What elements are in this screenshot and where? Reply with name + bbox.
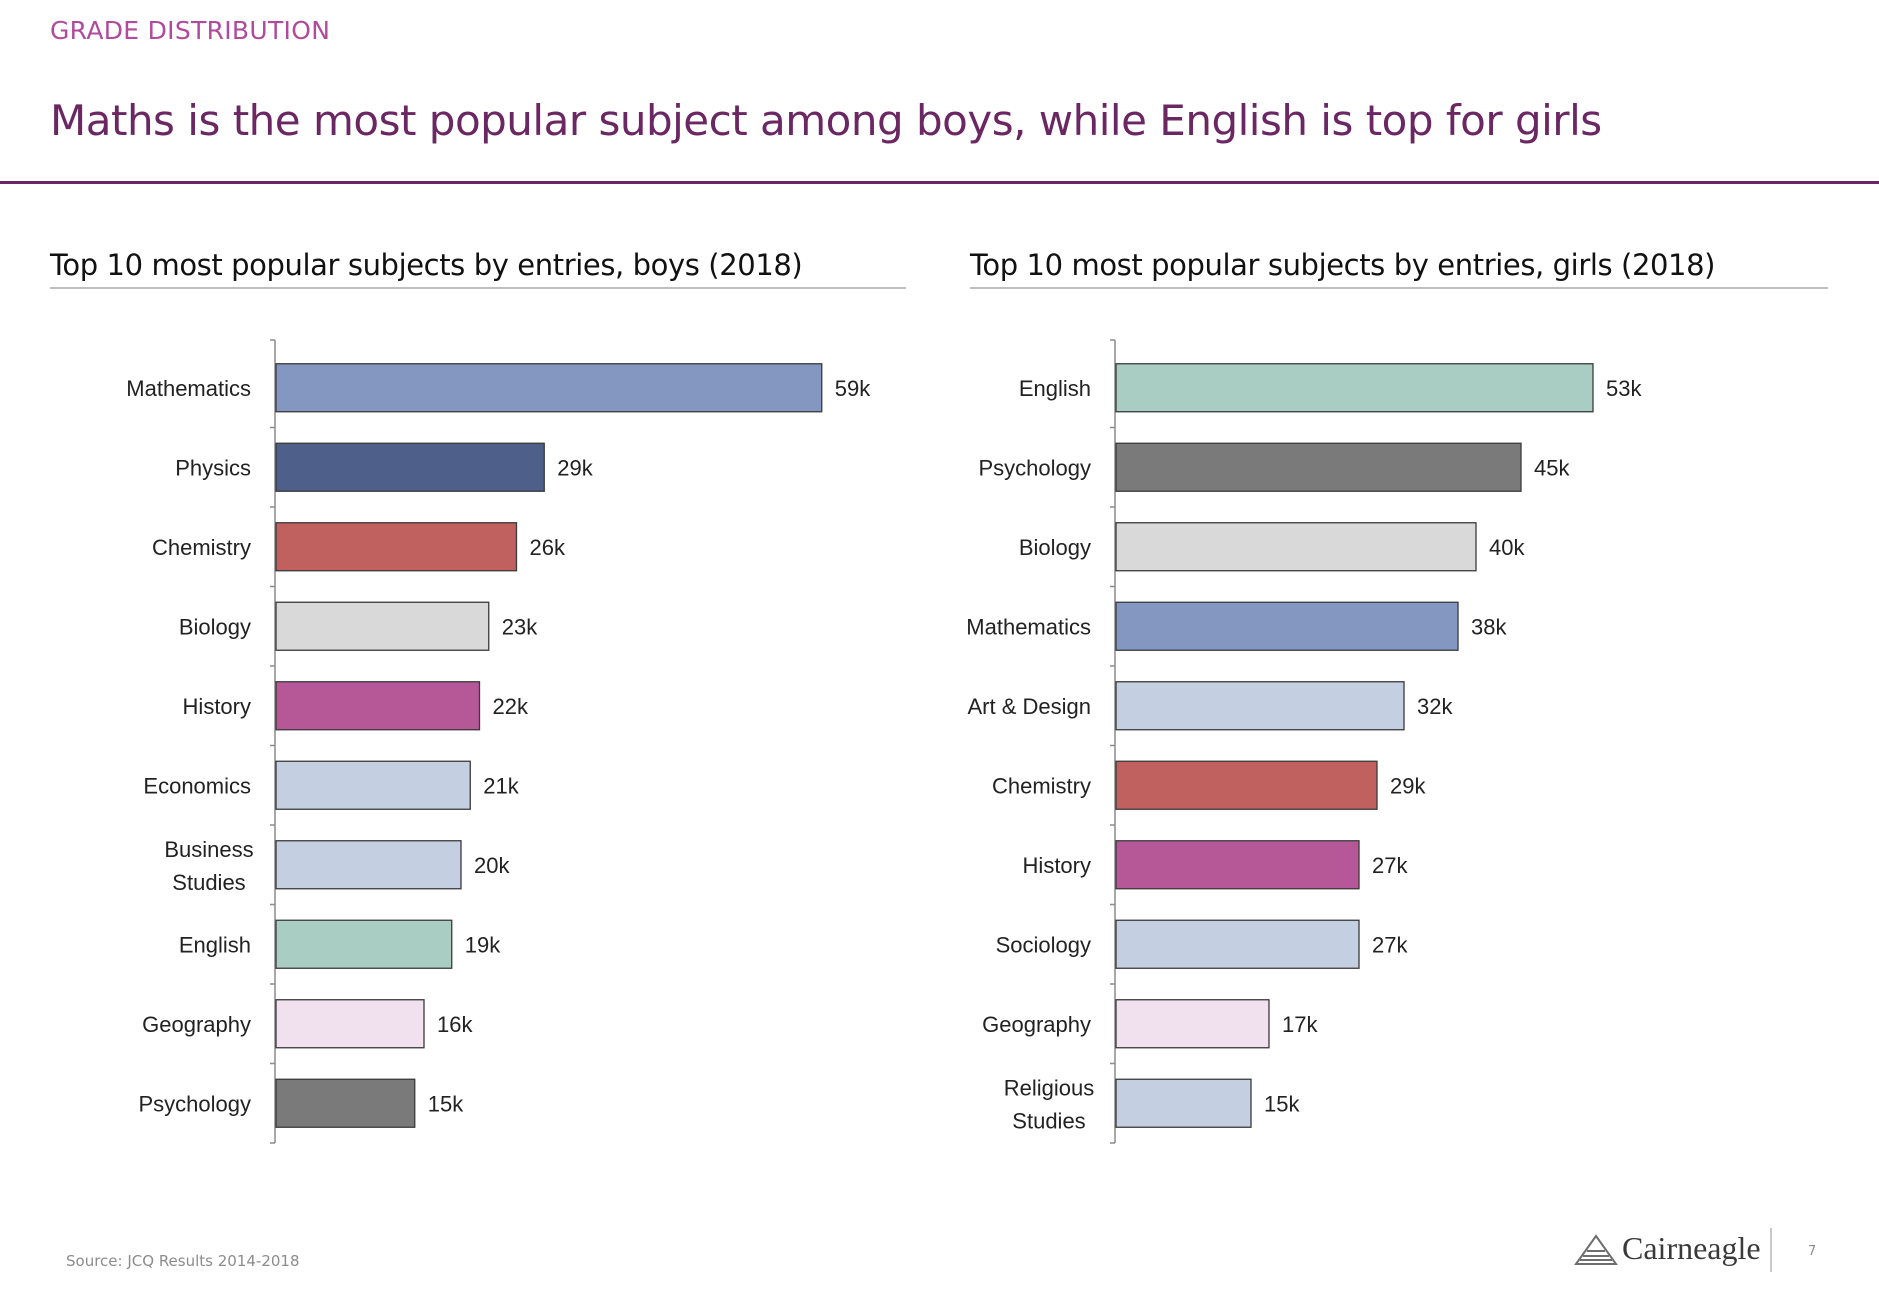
girls-category-label-english: English: [1019, 376, 1091, 401]
footer-divider: [1770, 1228, 1772, 1272]
boys-category-label-economics: Economics: [143, 773, 251, 798]
boys-category-label-geography: Geography: [142, 1012, 251, 1037]
girls-bar-chart: 53k English 45k Psychology 40k Biology 38k Math…: [966, 339, 1642, 1144]
girls-value-label-biology: 40k: [1489, 535, 1525, 560]
girls-bar-sociology: [1115, 919, 1360, 969]
boys-chart-title: Top 10 most popular subjects by entries,…: [50, 248, 803, 282]
boys-category-label-physics: Physics: [175, 455, 251, 480]
boys-bar-economics: [275, 760, 471, 810]
boys-bar-chart: 59k Mathematics 29k Physics 26k Chemistry 23k B…: [126, 339, 871, 1144]
boys-value-label-geography: 16k: [437, 1012, 473, 1037]
girls-value-label-english: 53k: [1606, 376, 1642, 401]
girls-value-label-sociology: 27k: [1372, 932, 1408, 957]
girls-category-label-biology: Biology: [1019, 535, 1091, 560]
girls-title-rule: [970, 287, 1828, 289]
boys-bar-history: [275, 681, 481, 731]
boys-category-label-chemistry: Chemistry: [152, 535, 251, 560]
boys-category-label-history: History: [183, 694, 251, 719]
girls-category-label-sociology: Sociology: [996, 932, 1091, 957]
girls-bar-english: [1115, 363, 1594, 413]
boys-bar-physics: [275, 442, 545, 492]
boys-value-label-psychology: 15k: [428, 1091, 464, 1116]
girls-bar-history: [1115, 840, 1360, 890]
page-number: 7: [1808, 1244, 1817, 1259]
girls-category-label-art-design: Art & Design: [968, 694, 1092, 719]
header-divider: [0, 181, 1879, 184]
girls-value-label-religious-studies: 15k: [1264, 1091, 1300, 1116]
girls-value-label-psychology: 45k: [1534, 455, 1570, 480]
boys-value-label-chemistry: 26k: [530, 535, 566, 560]
girls-value-label-art-design: 32k: [1417, 694, 1453, 719]
girls-chart-title: Top 10 most popular subjects by entries,…: [970, 248, 1716, 282]
girls-value-label-mathematics: 38k: [1471, 614, 1507, 639]
logo-wordmark: Cairneagle: [1622, 1230, 1761, 1266]
boys-value-label-biology: 23k: [502, 614, 538, 639]
boys-category-label-english: English: [179, 932, 251, 957]
boys-bar-english: [275, 919, 453, 969]
boys-category-label-mathematics: Mathematics: [126, 376, 251, 401]
girls-category-label-mathematics: Mathematics: [966, 614, 1091, 639]
girls-category-label-religious-studies: Religious Studies: [1004, 1075, 1095, 1133]
mountain-icon: [1574, 1233, 1618, 1265]
girls-bar-religious-studies: [1115, 1078, 1252, 1128]
boys-value-label-english: 19k: [465, 932, 501, 957]
boys-bar-business-studies: [275, 840, 462, 890]
boys-value-label-economics: 21k: [483, 773, 519, 798]
boys-bar-chemistry: [275, 522, 518, 572]
girls-bar-psychology: [1115, 442, 1522, 492]
girls-bar-biology: [1115, 522, 1477, 572]
girls-bar-chemistry: [1115, 760, 1378, 810]
girls-value-label-chemistry: 29k: [1390, 773, 1426, 798]
girls-category-label-history: History: [1023, 853, 1091, 878]
boys-bar-mathematics: [275, 363, 823, 413]
boys-title-rule: [50, 287, 906, 289]
girls-value-label-history: 27k: [1372, 853, 1408, 878]
girls-category-label-geography: Geography: [982, 1012, 1091, 1037]
boys-bar-biology: [275, 601, 490, 651]
girls-bar-mathematics: [1115, 601, 1459, 651]
girls-bar-art-design: [1115, 681, 1405, 731]
boys-bar-geography: [275, 999, 425, 1049]
source-note: Source: JCQ Results 2014-2018: [66, 1252, 300, 1270]
boys-category-label-business-studies: Business Studies: [164, 837, 253, 895]
section-kicker: GRADE DISTRIBUTION: [50, 16, 331, 45]
boys-value-label-business-studies: 20k: [474, 853, 510, 878]
boys-bar-psychology: [275, 1078, 416, 1128]
boys-value-label-mathematics: 59k: [835, 376, 871, 401]
boys-category-label-biology: Biology: [179, 614, 251, 639]
page-headline: Maths is the most popular subject among …: [50, 96, 1602, 145]
girls-value-label-geography: 17k: [1282, 1012, 1318, 1037]
boys-value-label-physics: 29k: [557, 455, 593, 480]
girls-category-label-psychology: Psychology: [978, 455, 1091, 480]
girls-category-label-chemistry: Chemistry: [992, 773, 1091, 798]
boys-value-label-history: 22k: [493, 694, 529, 719]
girls-bar-geography: [1115, 999, 1270, 1049]
company-logo: Cairneagle: [1574, 1230, 1761, 1267]
boys-category-label-psychology: Psychology: [138, 1091, 251, 1116]
